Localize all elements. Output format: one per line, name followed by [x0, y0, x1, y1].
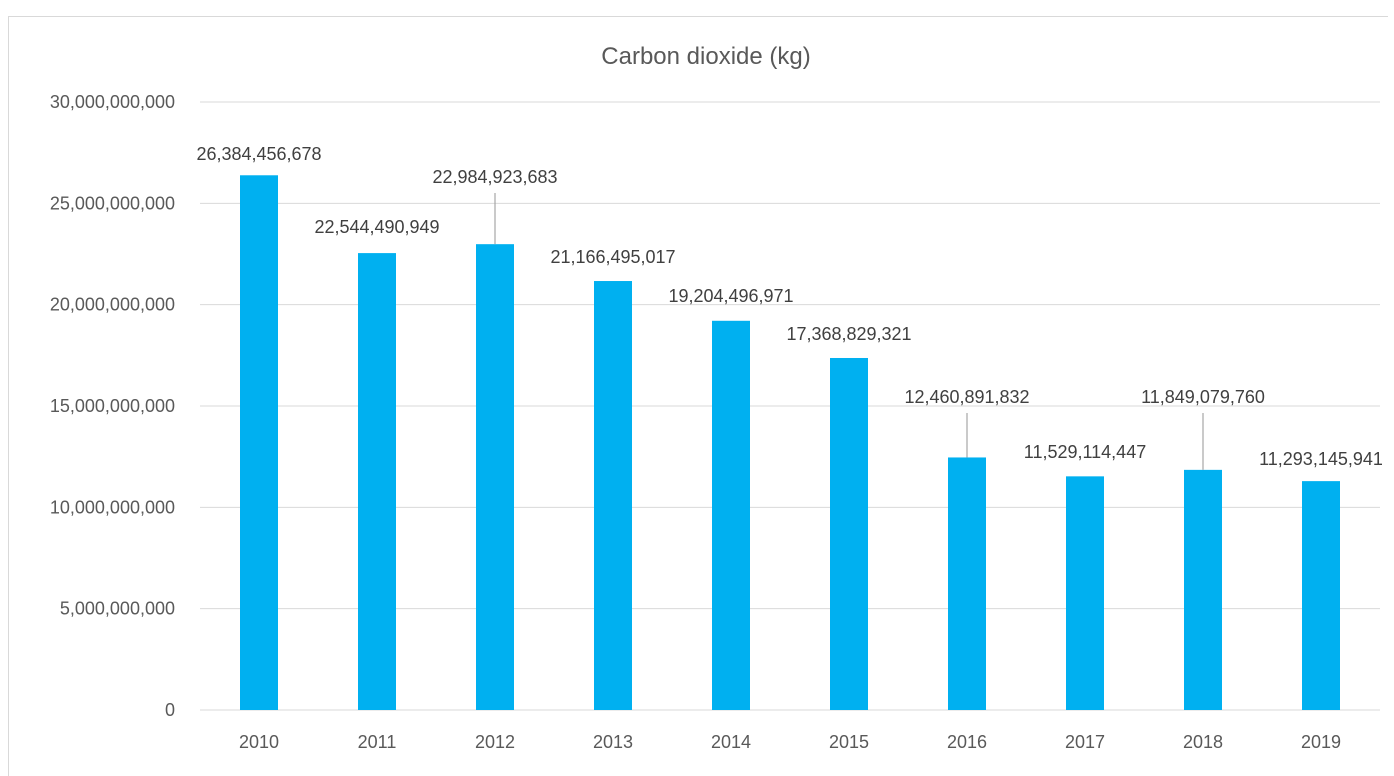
x-tick-label: 2018: [1183, 732, 1223, 752]
y-tick-label: 10,000,000,000: [50, 497, 175, 517]
data-label: 22,544,490,949: [314, 217, 439, 237]
bar: [830, 357, 868, 710]
bar: [594, 281, 632, 710]
x-axis-ticks: 2010 2011 2012 2013 2014 2015 2016 2017 2018 2019: [239, 732, 1341, 752]
y-tick-label: 30,000,000,000: [50, 92, 175, 112]
y-tick-label: 0: [165, 700, 175, 720]
bar: [948, 457, 986, 710]
x-tick-label: 2010: [239, 732, 279, 752]
bar: [712, 320, 750, 710]
bar: [476, 244, 514, 710]
data-label: 19,204,496,971: [668, 286, 793, 306]
data-label: 26,384,456,678: [196, 144, 321, 164]
data-label: 11,849,079,760: [1141, 387, 1265, 407]
y-axis-ticks: 0 5,000,000,000 10,000,000,000 15,000,000,0…: [50, 92, 175, 720]
data-label: 17,368,829,321: [786, 324, 911, 344]
y-tick-label: 15,000,000,000: [50, 396, 175, 416]
x-tick-label: 2016: [947, 732, 987, 752]
data-label: 11,293,145,941: [1259, 449, 1383, 469]
y-tick-label: 25,000,000,000: [50, 193, 175, 213]
x-tick-label: 2014: [711, 732, 751, 752]
data-label: 22,984,923,683: [432, 167, 557, 187]
y-tick-label: 5,000,000,000: [60, 599, 175, 619]
data-label: 11,529,114,447: [1024, 442, 1146, 462]
x-tick-label: 2013: [593, 732, 633, 752]
x-tick-label: 2019: [1301, 732, 1341, 752]
gridlines: [200, 101, 1380, 711]
chart-title: Carbon dioxide (kg): [601, 43, 810, 70]
x-tick-label: 2017: [1065, 732, 1105, 752]
x-tick-label: 2011: [358, 732, 397, 752]
data-label: 21,166,495,017: [550, 247, 675, 267]
bars: [240, 175, 1340, 710]
bar: [358, 253, 396, 710]
data-labels: 26,384,456,678 22,544,490,949 22,984,923,6…: [196, 144, 1382, 469]
bar: [240, 175, 278, 710]
chart-frame: [8, 16, 1388, 776]
y-tick-label: 20,000,000,000: [50, 295, 175, 315]
bar: [1302, 481, 1340, 710]
data-label: 12,460,891,832: [904, 387, 1029, 407]
x-tick-label: 2015: [829, 732, 869, 752]
label-leader-lines: [494, 193, 1204, 470]
bar: [1184, 469, 1222, 710]
x-tick-label: 2012: [475, 732, 515, 752]
bar: [1066, 476, 1104, 710]
